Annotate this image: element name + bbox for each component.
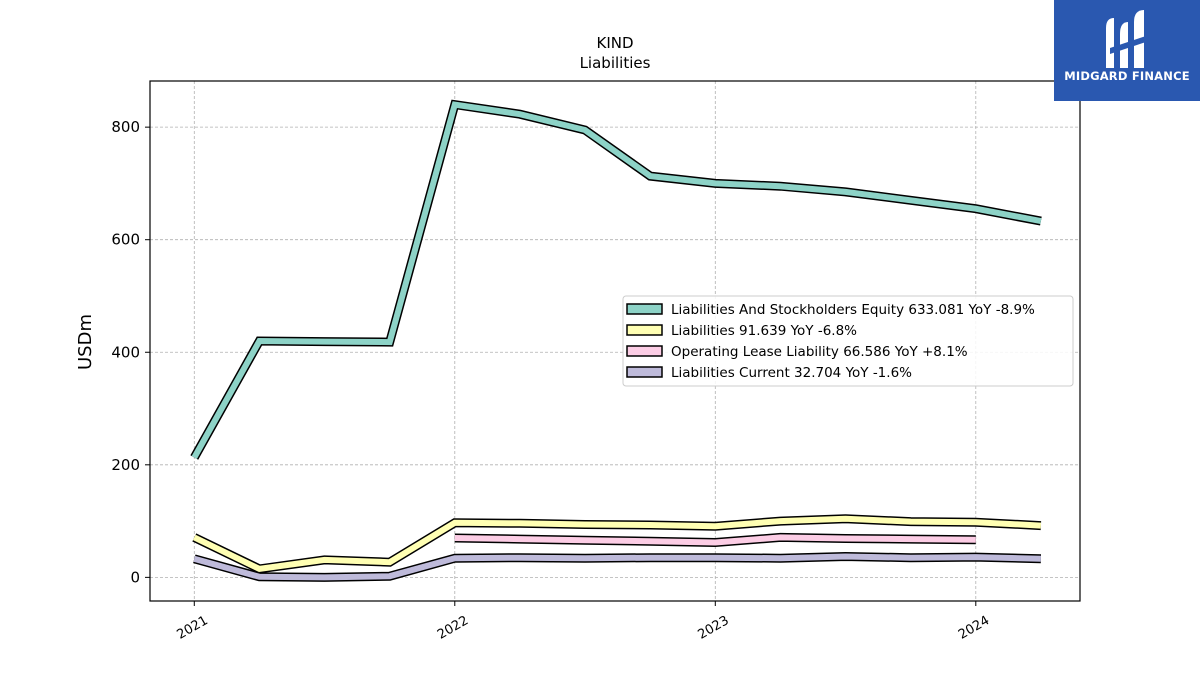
legend-box bbox=[622, 295, 1074, 387]
series-line-liabilities bbox=[192, 515, 1042, 572]
legend-label-operating-lease-liability: Operating Lease Liability 66.586 YoY +8.… bbox=[671, 344, 968, 360]
legend-swatch-liabilities-and-stockholders-equity bbox=[626, 303, 663, 315]
chart-subtitle: Liabilities bbox=[580, 54, 651, 72]
brand-logo: MIDGARD FINANCE bbox=[1054, 0, 1200, 101]
series-lines bbox=[190, 99, 1042, 582]
x-tick-label: 2023 bbox=[695, 613, 731, 643]
y-axis-label: USDm bbox=[75, 314, 96, 370]
y-tick-label: 800 bbox=[111, 118, 140, 136]
x-tick-label: 2022 bbox=[435, 613, 471, 643]
plot-frame bbox=[149, 80, 1081, 602]
y-tick-label: 600 bbox=[111, 231, 140, 249]
x-tick-label: 2021 bbox=[174, 613, 210, 643]
legend-label-liabilities: Liabilities 91.639 YoY -6.8% bbox=[671, 323, 857, 339]
y-tick-label: 400 bbox=[111, 343, 140, 361]
legend-swatch-liabilities-current bbox=[626, 366, 663, 378]
y-tick-label: 200 bbox=[111, 456, 140, 474]
x-tick-label: 2024 bbox=[956, 613, 992, 643]
chart-title: KIND bbox=[596, 34, 633, 52]
grid-lines bbox=[150, 81, 1080, 601]
brand-logo-icon bbox=[1106, 10, 1146, 68]
legend-swatch-liabilities bbox=[626, 324, 663, 336]
legend-swatch-operating-lease-liability bbox=[626, 345, 663, 357]
legend-label-liabilities-current: Liabilities Current 32.704 YoY -1.6% bbox=[671, 365, 912, 381]
legend-label-liabilities-and-stockholders-equity: Liabilities And Stockholders Equity 633.… bbox=[671, 302, 1035, 318]
legend: Liabilities And Stockholders Equity 633.… bbox=[622, 295, 1074, 387]
series-line-liabilities-current bbox=[193, 553, 1041, 581]
series-line-operating-lease-liability bbox=[454, 534, 976, 546]
series-outline-liabilities-and-stockholders-equity bbox=[190, 99, 1042, 460]
brand-name: MIDGARD FINANCE bbox=[1064, 69, 1190, 83]
y-tick-label: 0 bbox=[130, 568, 140, 586]
series-line-liabilities-and-stockholders-equity bbox=[191, 101, 1042, 459]
